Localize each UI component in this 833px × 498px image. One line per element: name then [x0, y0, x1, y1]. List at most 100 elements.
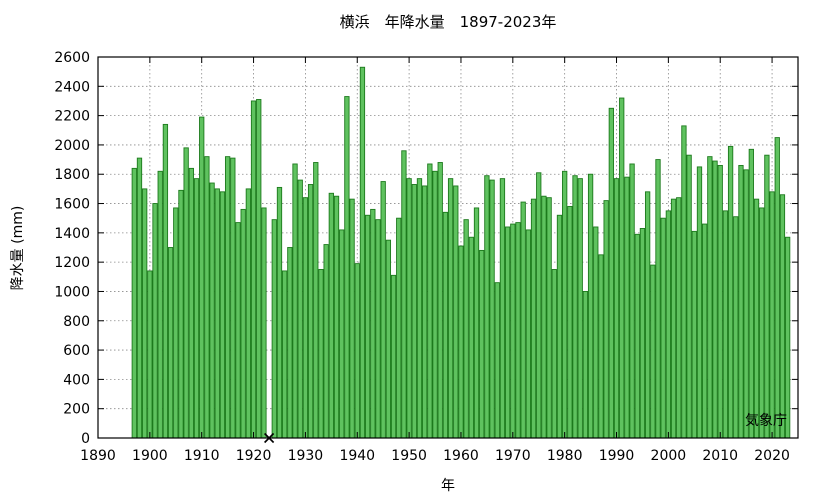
bar — [608, 107, 614, 439]
bar — [344, 96, 350, 439]
bar — [510, 223, 516, 439]
bar — [546, 197, 552, 439]
y-tick-label: 0 — [81, 431, 90, 447]
bar — [318, 269, 324, 439]
x-tick-label: 2000 — [651, 448, 687, 464]
bar — [707, 156, 713, 439]
bar — [629, 163, 635, 439]
bar — [178, 189, 184, 439]
x-tick-label: 1990 — [599, 448, 635, 464]
bar — [494, 282, 500, 439]
bar — [437, 162, 443, 439]
bar — [774, 137, 780, 439]
bar — [188, 167, 194, 439]
x-tick-label: 1940 — [339, 448, 375, 464]
bar — [619, 97, 625, 439]
x-tick-label: 1890 — [80, 448, 116, 464]
plot-frame — [97, 56, 799, 439]
bar — [582, 291, 589, 439]
bar — [396, 217, 402, 439]
bar — [639, 227, 646, 439]
bar — [733, 216, 739, 439]
bar — [779, 194, 786, 439]
x-tick-label: 1930 — [288, 448, 324, 464]
bar — [660, 217, 666, 439]
bar — [271, 219, 277, 439]
bar — [401, 150, 407, 439]
bar — [536, 172, 542, 439]
bar — [406, 178, 412, 439]
bar — [665, 210, 672, 439]
bar — [541, 195, 547, 439]
y-tick-label: 600 — [63, 343, 90, 359]
bar — [416, 178, 423, 439]
bar — [147, 270, 153, 439]
y-tick-label: 800 — [63, 314, 90, 330]
x-tick-label: 2020 — [754, 448, 790, 464]
bar — [479, 249, 485, 439]
bar — [489, 179, 495, 439]
bar — [359, 66, 366, 439]
bar — [136, 157, 143, 439]
bar — [328, 192, 334, 439]
bar — [292, 163, 298, 439]
bar — [686, 154, 692, 439]
bar — [422, 185, 428, 439]
y-tick-label: 1000 — [54, 284, 90, 300]
bar — [152, 203, 158, 439]
bar — [676, 197, 682, 439]
bar — [199, 116, 205, 439]
bar — [587, 173, 594, 439]
bar — [577, 178, 583, 439]
bar — [696, 166, 703, 439]
bar — [287, 247, 293, 439]
x-tick-label: 1920 — [236, 448, 272, 464]
bar — [411, 184, 417, 439]
bar — [307, 184, 314, 439]
bar — [339, 229, 345, 439]
bar — [530, 198, 537, 439]
bar — [333, 195, 340, 439]
missing-marker-stroke — [264, 432, 275, 444]
chart-title: 横浜 年降水量 1897-2023年 — [340, 13, 557, 31]
bar — [759, 207, 765, 439]
bar — [562, 170, 568, 439]
bar — [235, 222, 241, 439]
bar — [313, 162, 319, 439]
bar — [520, 201, 526, 439]
bar — [603, 200, 609, 439]
x-tick-label: 1970 — [495, 448, 531, 464]
bar — [484, 175, 490, 439]
bar — [468, 236, 474, 439]
bar — [380, 181, 386, 439]
y-tick-label: 1600 — [54, 197, 90, 213]
bar — [297, 179, 303, 439]
bar — [681, 125, 687, 439]
bar — [499, 178, 506, 439]
bar — [727, 145, 734, 439]
source-label: 気象庁 — [745, 413, 787, 429]
bar — [525, 229, 532, 439]
bar — [427, 163, 433, 439]
bar — [504, 226, 511, 439]
x-tick-label: 1980 — [547, 448, 583, 464]
y-tick-label: 2200 — [54, 109, 90, 125]
bar — [598, 254, 604, 439]
bar — [738, 164, 744, 439]
y-tick-label: 1200 — [54, 255, 90, 271]
bar — [722, 210, 729, 439]
bar — [447, 178, 454, 439]
bar — [142, 188, 148, 439]
bar — [276, 186, 283, 439]
y-tick-label: 200 — [63, 402, 90, 418]
bar — [743, 169, 749, 439]
bar — [209, 182, 215, 439]
bar — [458, 245, 464, 439]
bar — [261, 207, 267, 439]
bar — [717, 164, 723, 439]
bar — [250, 100, 257, 439]
bar — [193, 178, 200, 439]
missing-year-marker — [264, 432, 275, 444]
x-tick-label: 1950 — [391, 448, 427, 464]
